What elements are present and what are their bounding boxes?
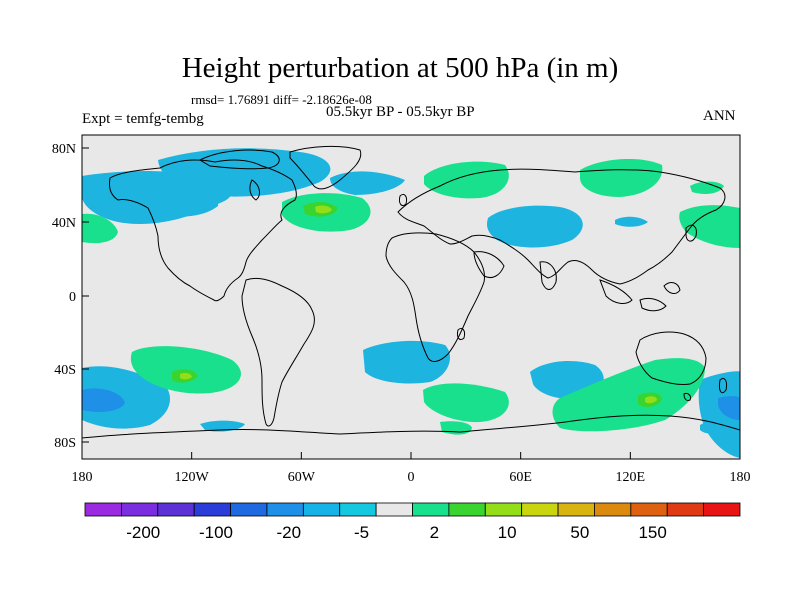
coastlines — [82, 145, 740, 439]
latitude-ticks: 80N 40N 0 40S 80S — [52, 142, 89, 451]
colorbar-box — [521, 502, 559, 517]
colorbar-box — [375, 502, 413, 517]
colorbar-box — [266, 502, 304, 517]
lon-tick-label: 60E — [509, 470, 532, 485]
lon-tick-label: 120E — [616, 470, 646, 485]
lat-tick-label: 80N — [52, 142, 76, 157]
colorbar-box — [120, 502, 159, 517]
colorbar-box — [157, 502, 195, 517]
colorbar-box — [594, 502, 632, 517]
lat-tick-label: 0 — [69, 290, 76, 305]
strong-positive-cores — [172, 202, 662, 408]
season-label: ANN — [703, 108, 736, 124]
colorbar-box — [412, 502, 450, 517]
lon-tick-label: 60W — [288, 470, 316, 485]
colorbar-box — [557, 502, 595, 517]
positive-peak-cores — [180, 205, 657, 404]
colorbar-label: -200 — [126, 523, 160, 542]
colorbar-label: -5 — [354, 523, 369, 542]
period-label: 05.5kyr BP - 05.5kyr BP — [326, 104, 475, 120]
experiment-label: Expt = temfg-tembg — [82, 111, 204, 127]
lat-tick-label: 80S — [54, 436, 76, 451]
colorbar-label: 10 — [498, 523, 517, 542]
colorbar-box — [448, 502, 486, 517]
colorbar-label: 150 — [638, 523, 666, 542]
lon-tick-label: 180 — [72, 470, 93, 485]
colorbar-label: -100 — [199, 523, 233, 542]
colorbar-box — [230, 502, 268, 517]
colorbar-box — [666, 502, 705, 517]
colorbar-label: 2 — [430, 523, 439, 542]
colorbar-box — [630, 502, 668, 517]
colorbar-label: 50 — [570, 523, 589, 542]
colorbar-box — [484, 502, 523, 517]
colorbar-box — [302, 502, 341, 517]
plot-title: Height perturbation at 500 hPa (in m) — [181, 52, 619, 84]
lat-tick-label: 40N — [52, 216, 76, 231]
colorbar-labels: -200 -100 -20 -5 2 10 50 150 — [126, 523, 667, 542]
longitude-ticks: 180 120W 60W 0 60E 120E 180 — [72, 452, 751, 485]
lon-tick-label: 120W — [175, 470, 210, 485]
lon-tick-label: 0 — [408, 470, 415, 485]
lat-tick-label: 40S — [54, 363, 76, 378]
stats-text: rmsd= 1.76891 diff= -2.18626e-08 — [191, 92, 372, 107]
colorbar-box — [84, 502, 122, 517]
colorbar-box — [703, 502, 741, 517]
colorbar-box — [193, 502, 231, 517]
strong-negative-cores — [82, 388, 740, 420]
map-field — [82, 135, 740, 459]
colorbar-label: -20 — [276, 523, 301, 542]
colorbar — [84, 502, 741, 517]
lon-tick-label: 180 — [730, 470, 751, 485]
colorbar-box — [339, 502, 377, 517]
